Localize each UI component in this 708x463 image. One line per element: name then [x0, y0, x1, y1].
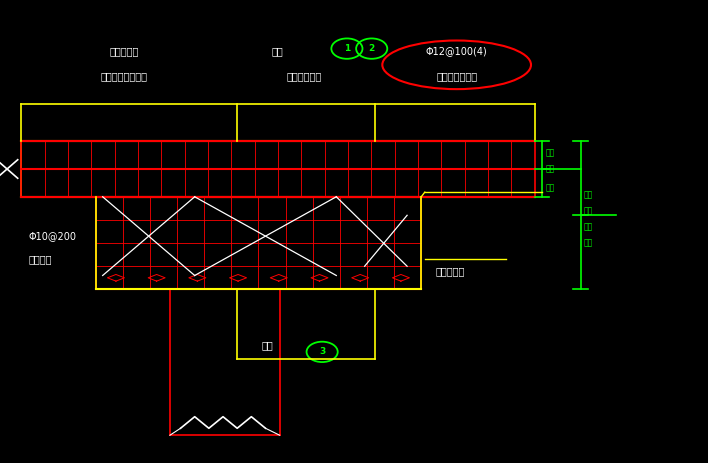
Text: 厚度: 厚度 [584, 206, 593, 215]
Text: Φ10@200: Φ10@200 [28, 231, 76, 241]
Text: 2: 2 [369, 44, 375, 53]
Text: 贯通柱帽不得截断: 贯通柱帽不得截断 [101, 71, 147, 81]
Text: 水平环箍: 水平环箍 [28, 254, 52, 264]
Text: 1: 1 [344, 44, 350, 53]
Text: 范围: 范围 [584, 222, 593, 232]
Text: Φ12@100(4): Φ12@100(4) [426, 46, 488, 56]
Text: 范围: 范围 [545, 164, 554, 174]
Text: 板厚: 板厚 [545, 148, 554, 157]
Text: 主肋梁纵筋: 主肋梁纵筋 [109, 46, 139, 56]
Text: 主筋: 主筋 [545, 183, 554, 192]
Text: 柱框上部纵筋: 柱框上部纵筋 [287, 71, 322, 81]
Text: 双向: 双向 [271, 46, 283, 56]
Text: 双向: 双向 [262, 340, 274, 350]
Text: 主肋梁箍筋: 主肋梁箍筋 [435, 266, 464, 276]
Text: 柱帽: 柱帽 [584, 238, 593, 248]
Text: 柱帽: 柱帽 [584, 190, 593, 199]
Text: 3: 3 [319, 347, 325, 357]
Text: 柱帽抗冲切箍筋: 柱帽抗冲切箍筋 [436, 71, 477, 81]
